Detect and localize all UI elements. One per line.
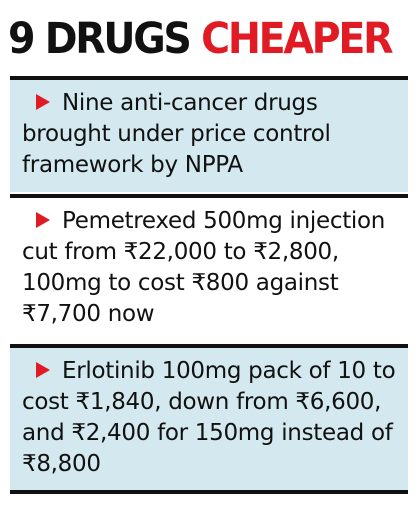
bullet-panel-2: Pemetrexed 500mg injection cut from ₹22,… [10, 194, 408, 342]
headline-dark-word: DRUGS [44, 14, 192, 64]
bullet-panel-3: Erlotinib 100mg pack of 10 to cost ₹1,84… [10, 344, 408, 494]
red-arrow-icon [36, 94, 50, 110]
headline-accent-word: CHEAPER [201, 14, 393, 64]
bullet-item-2: Pemetrexed 500mg injection cut from ₹22,… [22, 206, 400, 330]
bullet-panel-1: Nine anti-cancer drugs brought under pri… [10, 76, 408, 192]
bullet-text-3: Erlotinib 100mg pack of 10 to cost ₹1,84… [22, 358, 396, 477]
red-arrow-icon [36, 362, 50, 378]
bullet-text-2: Pemetrexed 500mg injection cut from ₹22,… [22, 208, 386, 327]
headline-number: 9 [8, 14, 36, 64]
bullet-item-3: Erlotinib 100mg pack of 10 to cost ₹1,84… [22, 356, 400, 480]
red-arrow-icon [36, 212, 50, 228]
headline: 9 DRUGS CHEAPER [8, 8, 394, 70]
bullet-text-1: Nine anti-cancer drugs brought under pri… [22, 90, 331, 178]
bullet-item-1: Nine anti-cancer drugs brought under pri… [22, 88, 400, 181]
